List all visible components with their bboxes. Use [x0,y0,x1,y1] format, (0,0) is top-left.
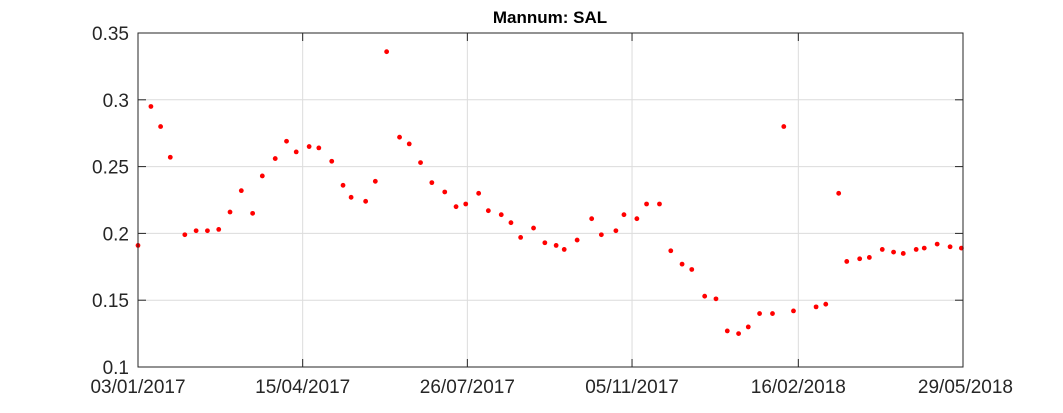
data-point [668,248,674,254]
data-point [193,228,199,234]
data-point [306,144,312,149]
data-point [397,134,402,140]
data-point [813,304,819,310]
data-point [293,149,299,155]
data-point [644,201,649,207]
data-point [542,240,548,246]
data-point [531,225,536,231]
data-point [844,259,850,264]
data-point [781,124,787,129]
data-point [745,324,751,330]
data-point [791,308,796,314]
data-point [879,247,885,252]
data-point [947,244,953,250]
data-point [227,209,233,215]
data-point [238,188,244,194]
data-point [216,226,222,232]
data-point [340,182,346,188]
data-point [836,190,842,196]
y-tick-label: 0.15 [92,291,129,312]
data-point [713,296,719,302]
data-point [418,160,423,165]
data-point [316,145,322,151]
y-tick-label: 0.2 [103,224,129,245]
x-tick-label: 16/02/2018 [751,377,846,398]
data-point [689,267,695,272]
data-point [866,255,872,260]
y-tick-label: 0.35 [92,24,129,45]
data-point [148,104,154,109]
data-point [463,201,469,207]
data-point [770,311,775,316]
data-points [135,49,964,336]
data-point [272,156,278,161]
data-point [250,210,256,216]
data-point [934,241,940,247]
data-point [406,141,412,147]
data-point [598,232,604,238]
x-tick-label: 26/07/2017 [420,377,515,398]
data-point [508,220,514,226]
data-point [363,198,369,204]
data-point [657,201,662,207]
data-point [574,237,580,243]
data-point [921,245,927,251]
data-point [205,228,210,234]
data-point [613,228,619,234]
data-point [429,180,435,186]
grid [137,32,964,368]
data-point [453,204,459,210]
plot-frame [137,32,964,368]
data-point [485,208,491,214]
plot-area [138,33,963,367]
y-axis-tick-labels: 0.1 0.15 0.2 0.25 0.3 0.35 [92,24,129,379]
data-point [891,249,896,255]
x-tick-label: 05/11/2017 [585,377,679,398]
data-point [621,212,627,218]
data-point [158,124,164,129]
data-point [182,232,188,238]
x-tick-label: 15/04/2017 [255,377,350,398]
data-point [857,256,863,262]
data-point [518,235,524,240]
x-tick-label: 29/05/2018 [918,377,1013,398]
data-point [259,173,265,179]
data-point [553,243,559,248]
y-tick-label: 0.3 [103,91,129,112]
data-point [384,49,390,55]
chart-title: Mannum: SAL [493,8,607,27]
data-point [498,212,504,218]
x-tick-label: 03/01/2017 [90,377,185,398]
data-point [900,251,906,256]
data-point [634,216,640,222]
data-point [329,158,335,164]
data-point [736,331,741,336]
data-point [702,293,708,299]
data-point [679,261,685,267]
data-point [724,328,730,334]
data-point [348,194,354,200]
y-tick-label: 0.25 [92,158,129,179]
data-point [476,190,482,196]
data-point [757,311,762,316]
data-point [372,178,378,184]
axis-ticks [137,32,964,368]
data-point [167,154,173,160]
y-tick-label: 0.1 [103,358,129,379]
data-point [913,247,919,252]
data-point [284,138,289,144]
data-point [442,189,448,195]
x-axis-tick-labels: 03/01/2017 15/04/2017 26/07/2017 05/11/2017… [90,377,1013,398]
data-point [823,301,829,307]
data-point [589,216,595,222]
data-point [561,247,567,252]
